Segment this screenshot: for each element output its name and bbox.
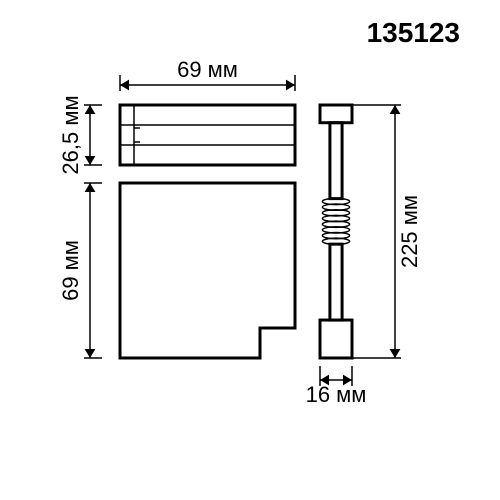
top-strip bbox=[120, 105, 295, 165]
dim-total-height-label: 225 мм bbox=[397, 195, 422, 268]
dim-height-square-label: 69 мм bbox=[58, 240, 83, 301]
side-piece bbox=[320, 105, 352, 358]
dim-height-strip: 26,5 мм bbox=[58, 95, 102, 174]
dim-width-top-label: 69 мм bbox=[177, 57, 238, 82]
dim-total-height: 225 мм bbox=[352, 105, 422, 358]
dim-width-top: 69 мм bbox=[120, 57, 295, 91]
dim-thin-width: 16 мм bbox=[306, 366, 367, 407]
dim-height-strip-label: 26,5 мм bbox=[58, 95, 83, 174]
square-body bbox=[120, 183, 295, 358]
dim-height-square: 69 мм bbox=[58, 183, 102, 358]
dim-thin-width-label: 16 мм bbox=[306, 382, 367, 407]
product-code: 135123 bbox=[367, 17, 460, 48]
